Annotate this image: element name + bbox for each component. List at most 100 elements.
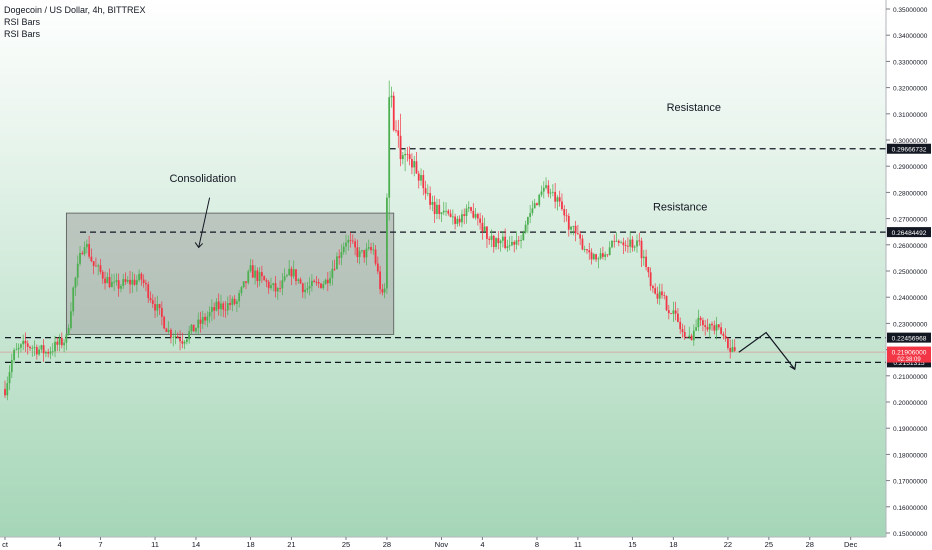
candle-body[interactable] bbox=[235, 301, 238, 304]
candle-body[interactable] bbox=[551, 191, 554, 193]
candle-body[interactable] bbox=[72, 287, 75, 312]
candle-body[interactable] bbox=[92, 261, 95, 266]
candle-body[interactable] bbox=[445, 210, 447, 212]
candle-body[interactable] bbox=[490, 235, 493, 240]
candle-body[interactable] bbox=[647, 267, 650, 273]
candle-body[interactable] bbox=[401, 155, 404, 160]
symbol-title[interactable]: Dogecoin / US Dollar, 4h, BITTREX bbox=[4, 5, 146, 15]
candle-body[interactable] bbox=[324, 279, 327, 285]
candle-body[interactable] bbox=[674, 310, 677, 314]
candle-body[interactable] bbox=[74, 277, 77, 288]
candle-body[interactable] bbox=[215, 301, 218, 311]
candle-body[interactable] bbox=[49, 351, 52, 354]
candle-body[interactable] bbox=[29, 346, 31, 349]
candle-body[interactable] bbox=[599, 253, 602, 259]
candle-body[interactable] bbox=[422, 175, 425, 189]
candle-body[interactable] bbox=[586, 249, 588, 251]
candle-body[interactable] bbox=[301, 283, 304, 293]
candle-body[interactable] bbox=[167, 329, 170, 332]
candle-body[interactable] bbox=[208, 312, 211, 317]
candle-body[interactable] bbox=[611, 240, 613, 248]
candle-body[interactable] bbox=[22, 340, 25, 345]
candle-body[interactable] bbox=[31, 347, 34, 349]
candle-body[interactable] bbox=[424, 188, 427, 194]
candle-body[interactable] bbox=[126, 279, 129, 282]
candle-body[interactable] bbox=[336, 256, 338, 270]
candle-body[interactable] bbox=[492, 235, 495, 248]
candle-body[interactable] bbox=[413, 161, 416, 168]
candle-body[interactable] bbox=[399, 135, 402, 160]
candle-body[interactable] bbox=[461, 214, 463, 223]
candle-body[interactable] bbox=[367, 247, 370, 249]
candle-body[interactable] bbox=[106, 276, 109, 284]
candle-body[interactable] bbox=[420, 175, 422, 181]
annotation-text[interactable]: Resistance bbox=[667, 102, 721, 114]
candle-body[interactable] bbox=[192, 324, 195, 332]
candle-body[interactable] bbox=[481, 222, 484, 232]
candle-body[interactable] bbox=[470, 207, 472, 211]
candle-body[interactable] bbox=[340, 252, 343, 258]
candle-body[interactable] bbox=[601, 253, 604, 257]
candle-body[interactable] bbox=[283, 276, 286, 281]
candle-body[interactable] bbox=[104, 278, 106, 284]
candle-body[interactable] bbox=[661, 291, 663, 296]
candle-body[interactable] bbox=[47, 352, 50, 354]
candle-body[interactable] bbox=[665, 296, 668, 311]
candle-body[interactable] bbox=[511, 241, 513, 246]
candle-body[interactable] bbox=[615, 240, 618, 242]
candle-body[interactable] bbox=[442, 210, 445, 213]
candle-body[interactable] bbox=[583, 249, 586, 250]
candle-body[interactable] bbox=[474, 214, 477, 218]
candle-body[interactable] bbox=[588, 250, 591, 253]
candle-body[interactable] bbox=[81, 252, 84, 255]
candle-body[interactable] bbox=[174, 336, 177, 338]
candle-body[interactable] bbox=[426, 193, 429, 194]
candle-body[interactable] bbox=[595, 254, 597, 260]
candle-body[interactable] bbox=[361, 250, 363, 252]
candle-body[interactable] bbox=[681, 329, 684, 332]
candle-body[interactable] bbox=[636, 240, 638, 247]
candle-body[interactable] bbox=[42, 345, 45, 354]
candle-body[interactable] bbox=[163, 316, 166, 329]
level-price-tag[interactable] bbox=[887, 227, 931, 238]
candle-body[interactable] bbox=[386, 197, 388, 289]
candle-body[interactable] bbox=[349, 239, 352, 241]
candle-body[interactable] bbox=[365, 248, 368, 258]
candle-body[interactable] bbox=[388, 97, 391, 198]
candle-body[interactable] bbox=[727, 338, 729, 349]
candle-body[interactable] bbox=[20, 344, 22, 348]
candle-body[interactable] bbox=[620, 242, 622, 244]
candle-body[interactable] bbox=[311, 280, 313, 287]
candle-body[interactable] bbox=[465, 208, 468, 216]
candle-body[interactable] bbox=[90, 256, 93, 262]
candle-body[interactable] bbox=[381, 289, 384, 293]
candle-body[interactable] bbox=[138, 273, 141, 281]
level-price-tag[interactable] bbox=[887, 332, 931, 343]
candle-body[interactable] bbox=[695, 327, 697, 331]
candle-body[interactable] bbox=[240, 287, 243, 294]
consolidation-box[interactable] bbox=[65, 212, 395, 335]
candle-body[interactable] bbox=[379, 271, 381, 290]
candle-body[interactable] bbox=[472, 210, 475, 218]
candle-body[interactable] bbox=[88, 243, 91, 257]
candle-body[interactable] bbox=[342, 246, 345, 253]
projection-path[interactable] bbox=[738, 331, 796, 370]
candle-body[interactable] bbox=[56, 341, 59, 345]
candle-body[interactable] bbox=[531, 208, 534, 214]
candle-body[interactable] bbox=[658, 291, 661, 299]
candle-body[interactable] bbox=[201, 316, 204, 324]
candle-body[interactable] bbox=[35, 347, 38, 355]
candle-body[interactable] bbox=[226, 303, 229, 311]
candle-body[interactable] bbox=[488, 238, 491, 240]
candle-body[interactable] bbox=[326, 279, 329, 284]
candle-body[interactable] bbox=[76, 263, 79, 278]
candle-body[interactable] bbox=[720, 327, 722, 334]
candle-body[interactable] bbox=[190, 324, 193, 332]
candle-body[interactable] bbox=[704, 325, 707, 328]
indicator-rsi-bars-2[interactable]: RSI Bars bbox=[4, 29, 41, 39]
candle-body[interactable] bbox=[281, 280, 284, 289]
candle-body[interactable] bbox=[581, 238, 584, 250]
candle-body[interactable] bbox=[8, 372, 11, 384]
candle-body[interactable] bbox=[13, 349, 15, 360]
candle-body[interactable] bbox=[181, 341, 184, 344]
